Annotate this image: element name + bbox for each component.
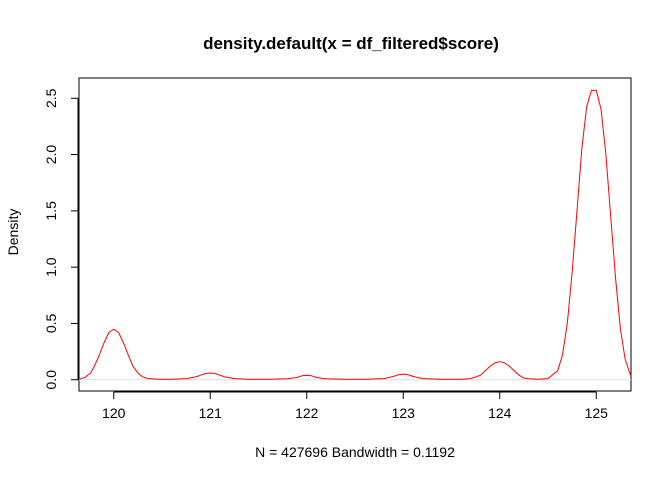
x-tick-label: 120 xyxy=(102,405,126,421)
x-tick-label: 125 xyxy=(585,405,609,421)
y-tick-label: 2.0 xyxy=(43,145,59,165)
density-curve xyxy=(78,89,632,380)
y-axis-label: Density xyxy=(5,209,21,256)
x-tick-label: 123 xyxy=(392,405,416,421)
x-tick-label: 124 xyxy=(488,405,512,421)
y-tick-label: 1.5 xyxy=(43,201,59,221)
y-tick-label: 0.0 xyxy=(43,370,59,390)
y-tick-label: 1.0 xyxy=(43,257,59,277)
x-axis-label: N = 427696 Bandwidth = 0.1192 xyxy=(255,444,455,460)
x-tick-label: 122 xyxy=(295,405,319,421)
x-tick-label: 121 xyxy=(199,405,223,421)
y-tick-label: 2.5 xyxy=(43,88,59,108)
y-tick-label: 0.5 xyxy=(43,314,59,334)
chart-title: density.default(x = df_filtered$score) xyxy=(203,34,499,53)
plot-frame xyxy=(78,77,632,392)
